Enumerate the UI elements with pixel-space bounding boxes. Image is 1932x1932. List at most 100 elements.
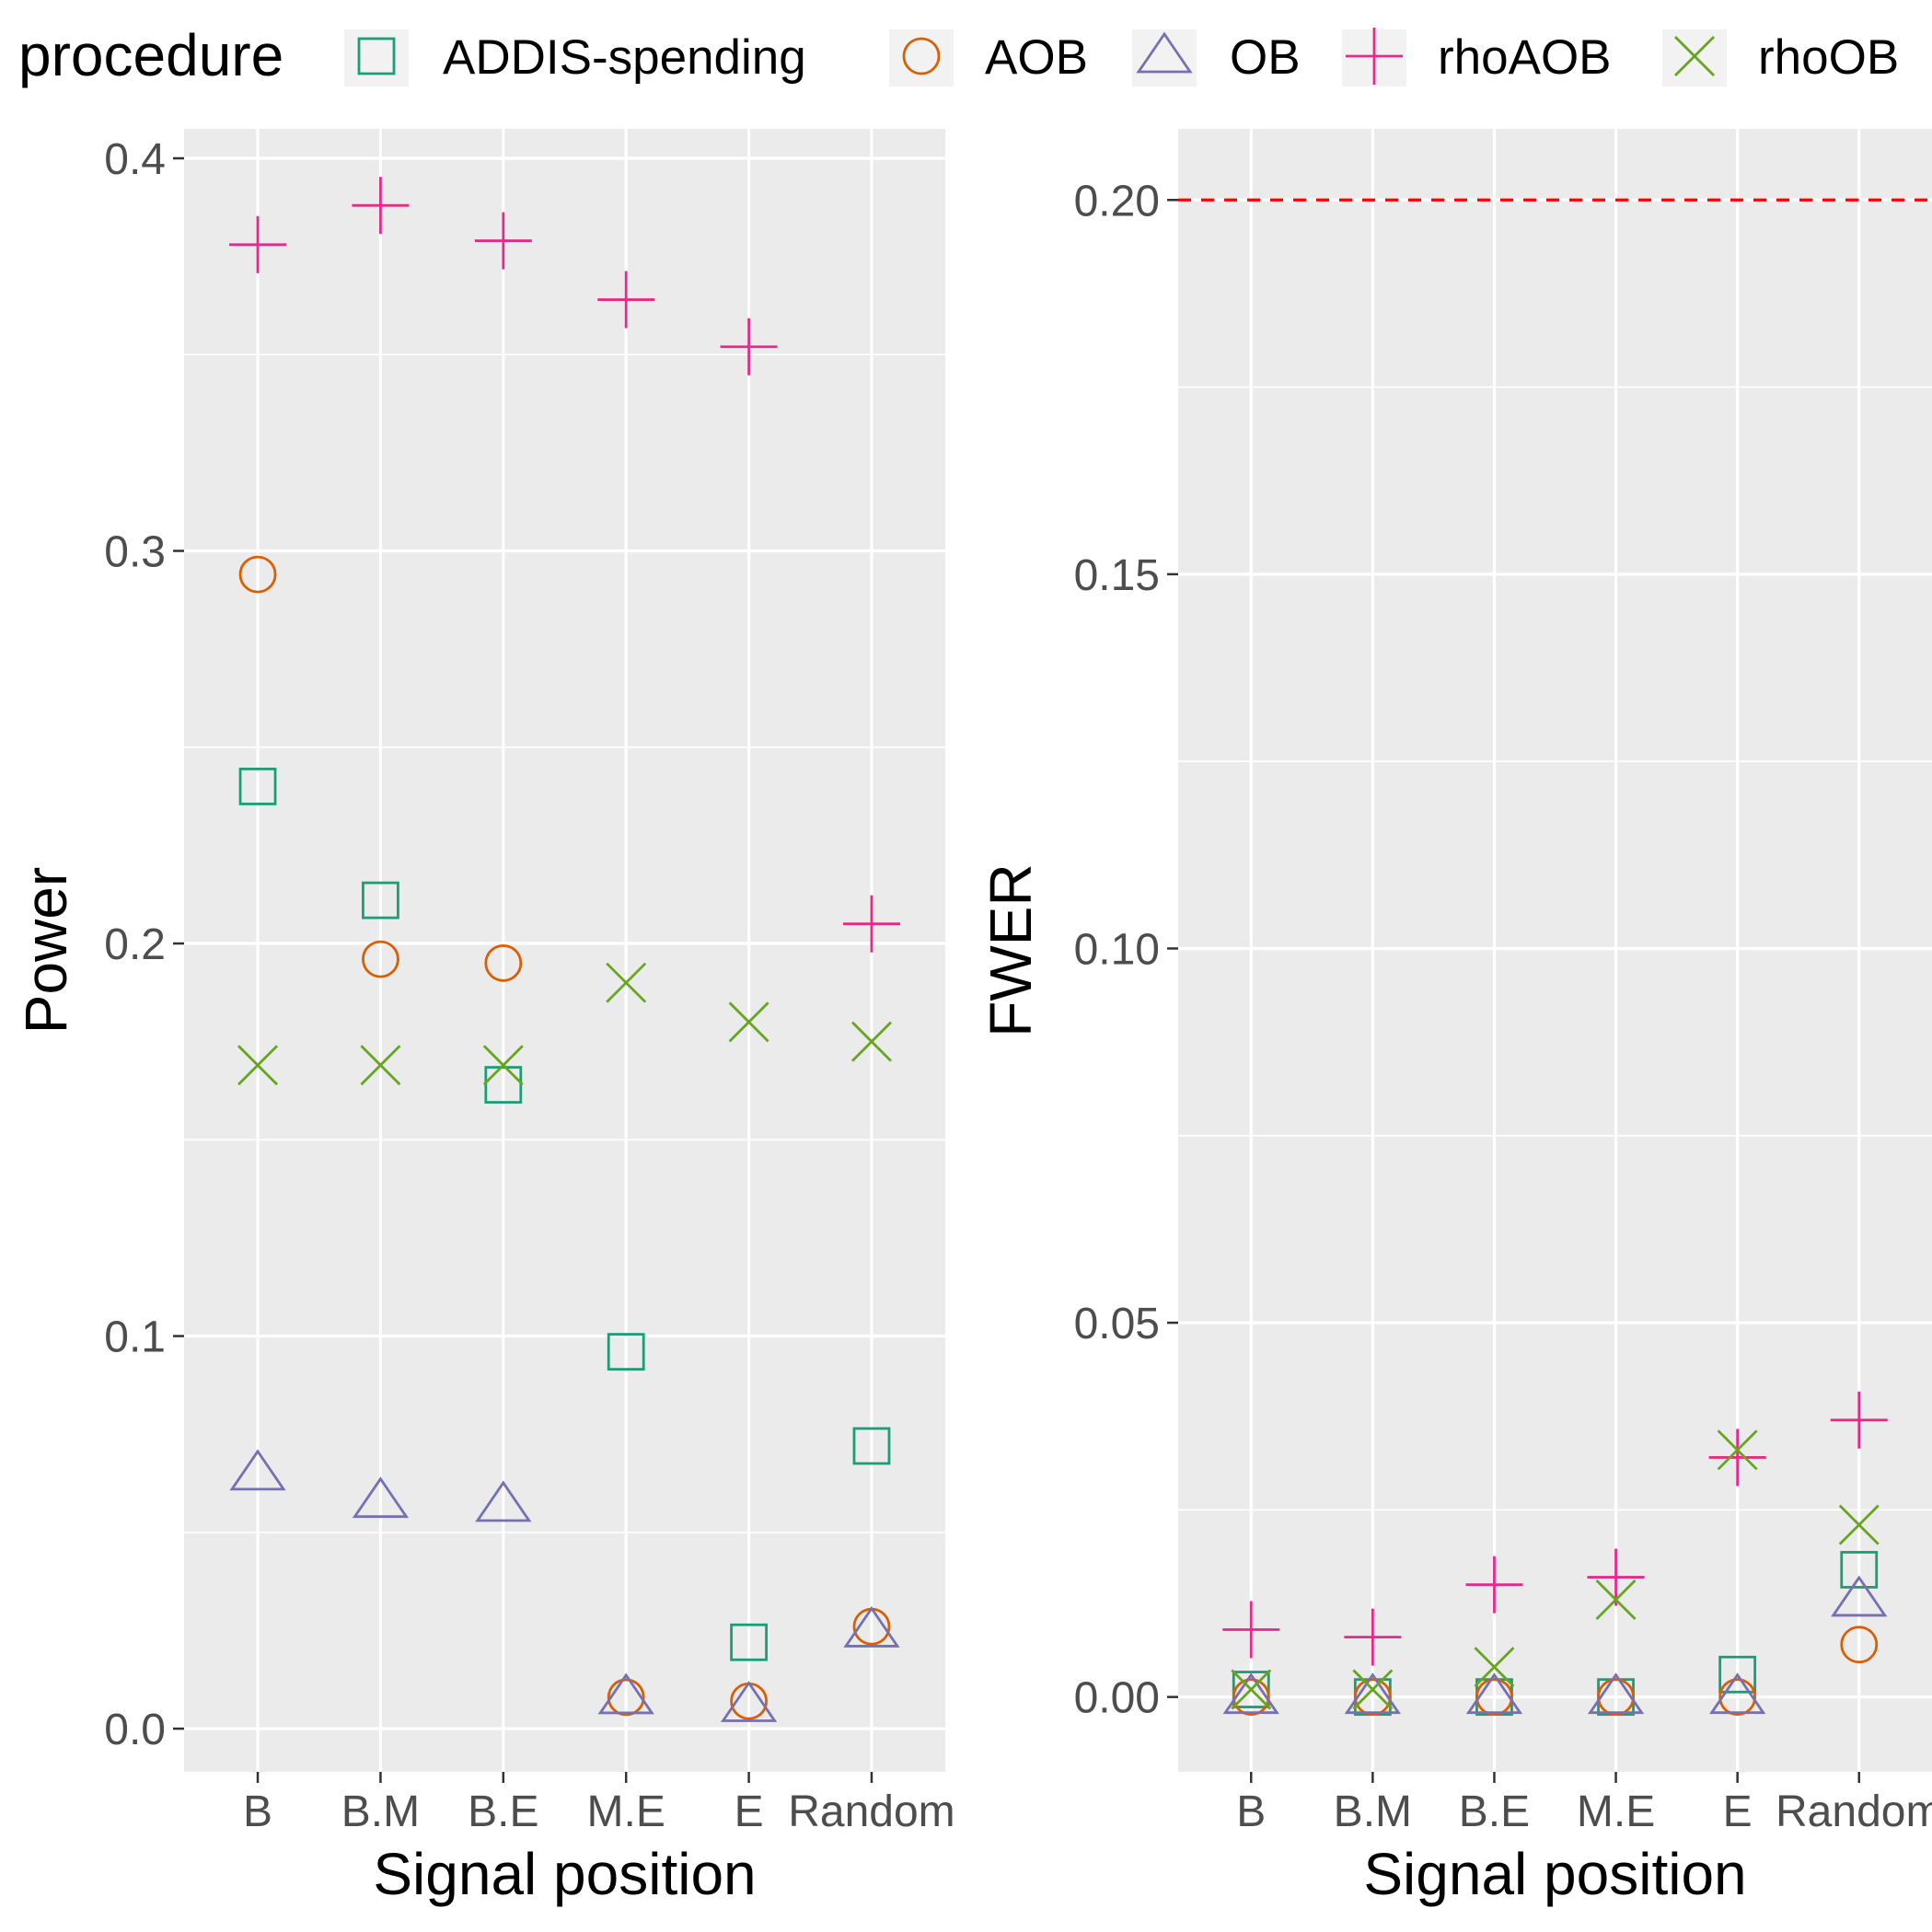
series-addis-spending: [238, 768, 891, 1661]
y-tick-label: 0.15: [1074, 551, 1160, 600]
x-tick-label: Random: [788, 1787, 954, 1836]
data-point-addis-spending: [1232, 1671, 1270, 1708]
data-point-addis-spending: [1718, 1655, 1757, 1694]
gridlines: [1178, 129, 1932, 1772]
x-tick-label: B: [243, 1787, 272, 1836]
data-point-rhoaob: [720, 318, 778, 376]
y-axis-title: FWER: [978, 863, 1044, 1036]
data-point-aob: [362, 940, 399, 978]
x-tick-label: B.M: [341, 1787, 420, 1836]
y-tick-label: 0.00: [1074, 1674, 1160, 1723]
y-tick-label: 0.20: [1074, 177, 1160, 226]
y-tick-label: 0.05: [1074, 1300, 1160, 1348]
data-point-aob: [1475, 1678, 1513, 1717]
legend-label: ADDIS-spending: [443, 30, 806, 85]
legend-label: rhoOB: [1758, 30, 1899, 85]
data-point-ob: [720, 1681, 778, 1722]
data-point-aob: [1840, 1625, 1879, 1664]
x-axis: B B.M B.E M.E E Random: [243, 1772, 955, 1836]
series-rhoaob: [229, 177, 900, 953]
y-tick-label: 0.4: [104, 135, 166, 184]
y-axis-title: Power: [13, 867, 79, 1034]
y-tick-label: 0.10: [1074, 925, 1160, 974]
data-point-rhoob: [1352, 1669, 1394, 1710]
series-aob: [1232, 1625, 1879, 1717]
x-tick-label: E: [1723, 1787, 1753, 1836]
y-axis: 0.0 0.1 0.2 0.3 0.4: [104, 135, 184, 1754]
data-point-rhoaob: [352, 177, 410, 235]
legend-key-background: [1662, 29, 1727, 87]
series-ob: [229, 1449, 900, 1722]
data-point-rhoob: [850, 1021, 892, 1062]
legend-entry-rhoob: rhoOB: [1662, 29, 1899, 87]
x-tick-label: Random: [1776, 1787, 1932, 1836]
data-point-aob: [238, 555, 277, 594]
data-point-addis-spending: [484, 1066, 523, 1104]
x-tick-label: B: [1236, 1787, 1266, 1836]
legend-entry-aob: AOB: [889, 29, 1088, 87]
data-point-rhoob: [1838, 1504, 1880, 1545]
data-point-addis-spending: [1840, 1551, 1879, 1589]
x-tick-label: M.E: [587, 1787, 665, 1836]
data-point-rhoaob: [1830, 1391, 1888, 1449]
x-tick-label: E: [735, 1787, 764, 1836]
data-point-addis-spending: [730, 1623, 768, 1661]
fwer-panel: 0.00 0.05 0.10 0.15 0.20 B B.M B.E M.E E Random Sig…: [978, 129, 1932, 1907]
legend-key-circle-open-icon: [902, 37, 941, 75]
series-rhoob: [237, 962, 892, 1086]
legend-label: AOB: [985, 30, 1088, 85]
data-point-addis-spending: [362, 881, 399, 920]
data-point-rhoob: [1717, 1429, 1758, 1471]
data-point-ob: [352, 1476, 410, 1519]
y-axis: 0.00 0.05 0.10 0.15 0.20: [1074, 177, 1178, 1723]
data-point-rhoaob: [1587, 1548, 1645, 1606]
y-tick-label: 0.0: [104, 1706, 166, 1754]
series-ob: [1222, 1575, 1888, 1715]
data-point-ob: [1344, 1672, 1402, 1715]
data-point-rhoob: [728, 1001, 769, 1043]
y-tick-label: 0.3: [104, 528, 166, 577]
data-point-rhoob: [237, 1045, 279, 1086]
data-point-rhoaob: [1465, 1556, 1523, 1614]
data-point-rhoob: [360, 1045, 401, 1086]
legend-key-triangle-open-icon: [1136, 31, 1193, 74]
data-point-ob: [1587, 1672, 1645, 1715]
legend-key-plus-icon: [1346, 28, 1403, 85]
data-point-addis-spending: [852, 1427, 891, 1465]
data-point-aob: [1718, 1678, 1757, 1717]
x-tick-label: M.E: [1577, 1787, 1655, 1836]
data-point-addis-spending: [607, 1333, 645, 1371]
x-tick-label: B.E: [1459, 1787, 1530, 1836]
data-point-rhoaob: [842, 895, 900, 953]
data-point-rhoaob: [1344, 1608, 1402, 1666]
data-points: [1222, 1391, 1888, 1717]
power-panel: 0.0 0.1 0.2 0.3 0.4 B B.M B.E M.E E Random Signal p…: [13, 129, 955, 1907]
x-tick-label: B.E: [468, 1787, 538, 1836]
data-point-ob: [1831, 1575, 1888, 1617]
data-points: [229, 177, 900, 1722]
legend-label: rhoAOB: [1438, 30, 1612, 85]
legend-key-cross-icon: [1674, 36, 1715, 76]
data-point-rhoob: [1231, 1669, 1272, 1710]
legend-key-background: [1132, 29, 1197, 87]
legend-title: procedure: [18, 22, 283, 88]
data-point-aob: [1353, 1678, 1392, 1717]
data-point-ob: [597, 1672, 654, 1715]
data-point-rhoob: [606, 962, 647, 1003]
data-point-ob: [229, 1449, 286, 1491]
data-point-ob: [1222, 1672, 1279, 1715]
data-point-rhoaob: [1708, 1429, 1766, 1487]
legend-key-square-open-icon: [357, 37, 396, 75]
x-axis: B B.M B.E M.E E Random: [1236, 1772, 1932, 1836]
data-point-ob: [843, 1605, 900, 1648]
series-rhoob: [1231, 1429, 1880, 1710]
x-axis-title: Signal position: [1363, 1841, 1746, 1907]
y-tick-label: 0.1: [104, 1313, 166, 1362]
data-point-rhoaob: [597, 271, 655, 329]
gridlines: [184, 129, 945, 1772]
data-point-aob: [1232, 1678, 1270, 1717]
legend-entry-addis-spending: ADDIS-spending: [344, 29, 806, 87]
x-tick-label: B.M: [1334, 1787, 1412, 1836]
data-point-rhoaob: [229, 215, 287, 273]
